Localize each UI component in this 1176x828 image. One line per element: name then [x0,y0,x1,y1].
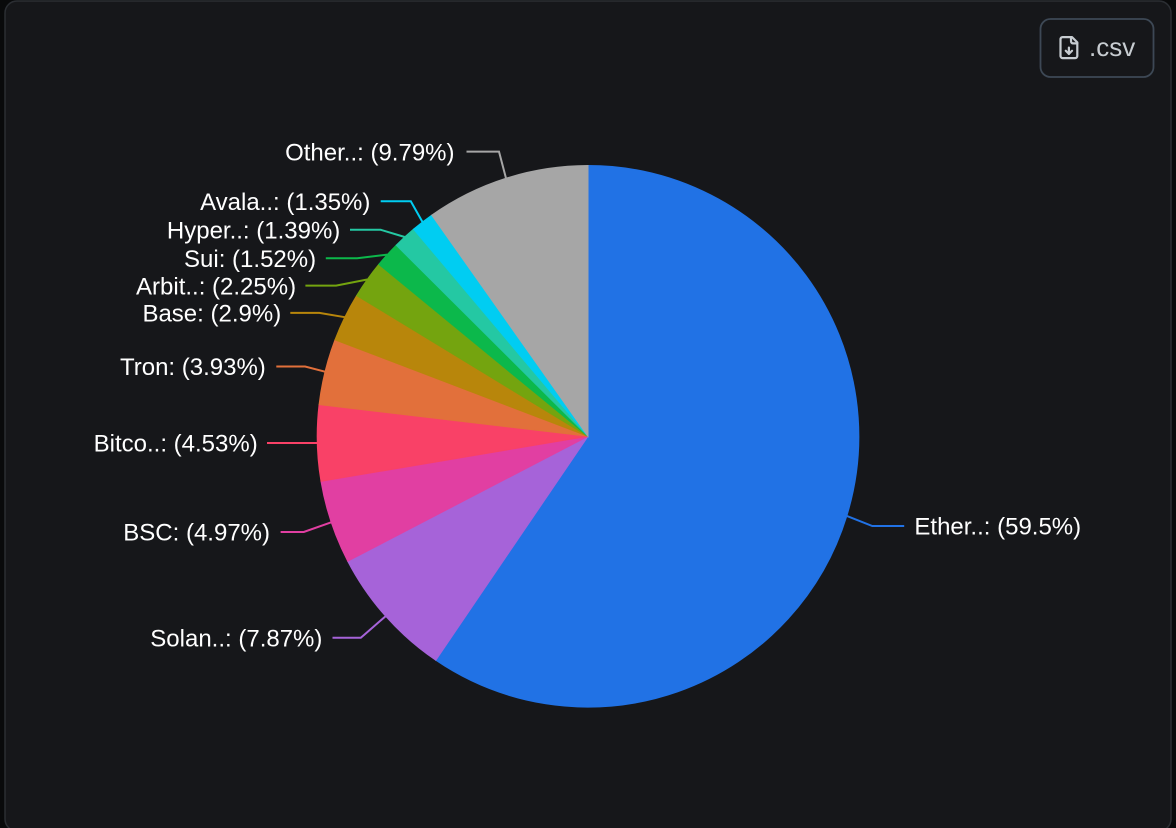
svg-text:Arbit..: (2.25%): Arbit..: (2.25%) [136,273,296,300]
svg-text:Sui: (1.52%): Sui: (1.52%) [184,246,316,273]
svg-text:Tron: (3.93%): Tron: (3.93%) [120,354,266,381]
svg-text:Base: (2.9%): Base: (2.9%) [142,301,281,328]
svg-text:Bitco..: (4.53%): Bitco..: (4.53%) [94,431,258,458]
svg-text:.csv: .csv [1089,32,1135,62]
svg-text:Other..: (9.79%): Other..: (9.79%) [285,139,454,166]
svg-text:Hyper..: (1.39%): Hyper..: (1.39%) [167,218,340,245]
svg-text:Avala..: (1.35%): Avala..: (1.35%) [200,189,370,216]
svg-text:BSC: (4.97%): BSC: (4.97%) [123,520,270,547]
svg-text:Ether..: (59.5%): Ether..: (59.5%) [914,514,1081,541]
svg-text:Solan..: (7.87%): Solan..: (7.87%) [150,626,322,653]
